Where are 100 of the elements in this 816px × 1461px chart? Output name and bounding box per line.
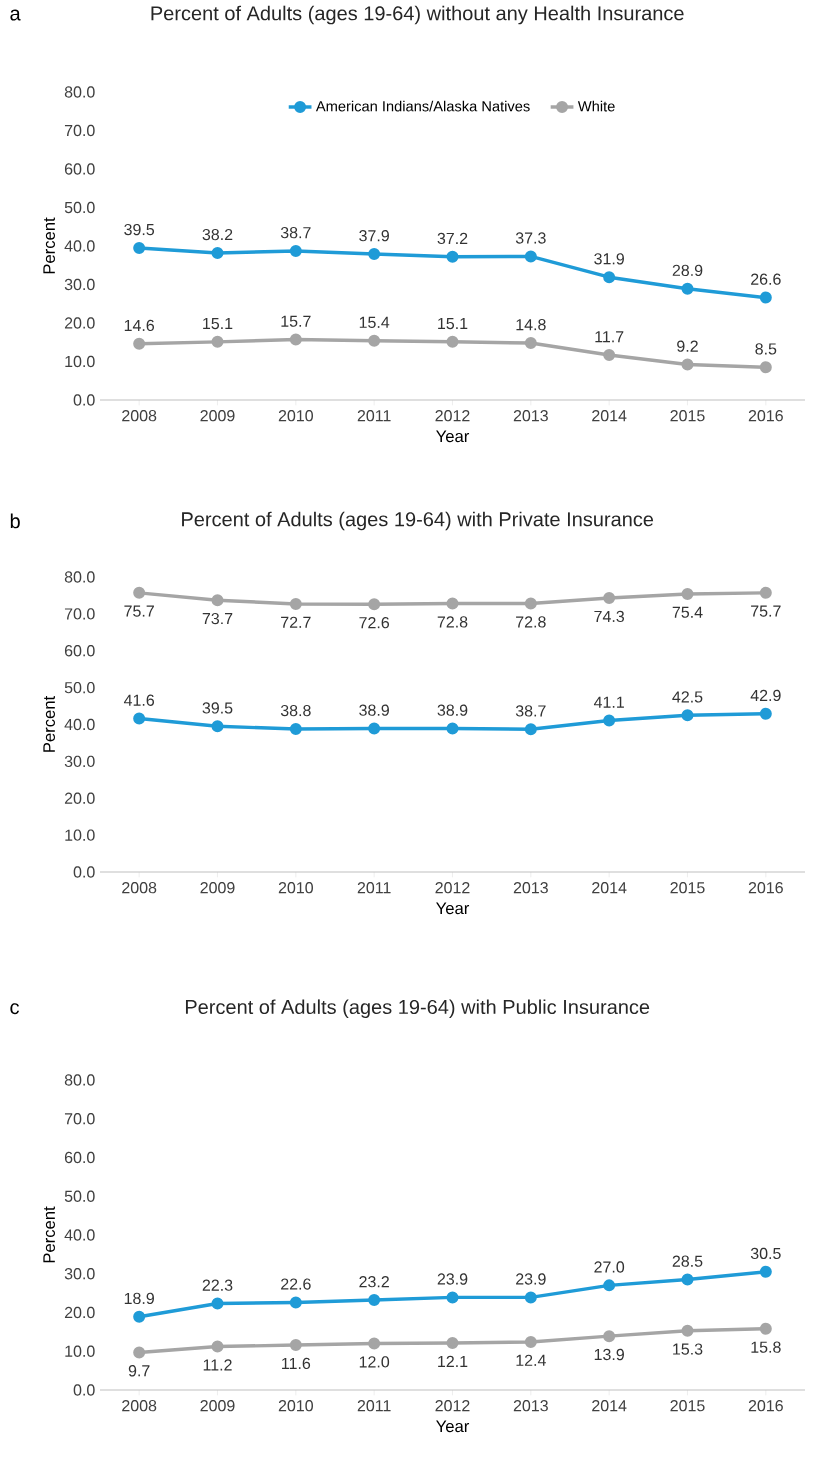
data-label: 12.0 bbox=[359, 1356, 390, 1368]
y-tick-label: 70.0 bbox=[64, 608, 95, 620]
y-tick-label: 80.0 bbox=[64, 571, 95, 583]
chart-title: Percent of Adults (ages 19-64) with Private Insurance bbox=[182, 511, 654, 531]
point bbox=[681, 587, 694, 600]
legend-label: American Indians/Alaska Natives bbox=[315, 100, 530, 112]
data-label: 15.4 bbox=[359, 316, 390, 328]
point bbox=[368, 334, 381, 347]
point bbox=[759, 1322, 772, 1335]
point bbox=[446, 1291, 459, 1304]
x-tick-label: 2016 bbox=[748, 1400, 783, 1412]
y-tick-label: 60.0 bbox=[64, 645, 95, 657]
point bbox=[524, 723, 537, 736]
data-label: 11.6 bbox=[282, 1357, 311, 1370]
data-label: 8.5 bbox=[755, 343, 777, 355]
data-label: 14.6 bbox=[124, 319, 155, 332]
data-label: 15.1 bbox=[203, 317, 233, 330]
x-tick-label: 2011 bbox=[357, 882, 391, 894]
point bbox=[368, 1294, 381, 1307]
y-tick-label: 80.0 bbox=[64, 86, 95, 98]
x-tick-label: 2009 bbox=[200, 882, 235, 894]
data-label: 15.3 bbox=[673, 1343, 703, 1355]
x-tick-label: 2009 bbox=[200, 1400, 235, 1412]
point bbox=[211, 335, 224, 348]
x-tick-label: 2010 bbox=[278, 1400, 313, 1412]
data-label: 13.9 bbox=[594, 1348, 624, 1361]
point bbox=[133, 586, 146, 599]
point bbox=[211, 246, 224, 259]
data-label: 39.5 bbox=[202, 702, 233, 714]
x-tick-label: 2012 bbox=[435, 1400, 470, 1412]
data-label: 15.8 bbox=[751, 1341, 781, 1353]
data-label: 15.1 bbox=[438, 317, 468, 330]
x-axis-title: Year bbox=[436, 430, 470, 443]
y-tick-label: 30.0 bbox=[64, 1268, 95, 1280]
point bbox=[446, 722, 459, 735]
x-tick-label: 2015 bbox=[670, 1400, 705, 1412]
y-axis-title: Percent bbox=[43, 1206, 55, 1263]
point bbox=[446, 250, 459, 263]
point bbox=[211, 720, 224, 733]
legend-label: White bbox=[577, 100, 615, 112]
data-label: 39.5 bbox=[124, 223, 155, 236]
y-tick-label: 10.0 bbox=[65, 829, 95, 841]
data-label: 22.3 bbox=[202, 1279, 233, 1291]
y-tick-label: 0.0 bbox=[73, 866, 95, 878]
data-label: 72.7 bbox=[281, 616, 311, 628]
x-axis-title: Year bbox=[436, 902, 470, 915]
data-label: 41.6 bbox=[123, 694, 155, 706]
point bbox=[603, 271, 616, 284]
y-tick-label: 50.0 bbox=[64, 681, 95, 694]
chart-title: Percent of Adults (ages 19-64) with Public Insurance bbox=[185, 999, 650, 1019]
data-label: 18.9 bbox=[124, 1292, 154, 1305]
x-tick-label: 2010 bbox=[278, 882, 313, 894]
data-label: 72.8 bbox=[437, 616, 468, 628]
x-tick-label: 2014 bbox=[592, 410, 627, 422]
y-tick-label: 40.0 bbox=[64, 240, 95, 252]
point bbox=[603, 348, 616, 361]
data-label: 41.1 bbox=[593, 696, 624, 708]
point bbox=[524, 250, 537, 263]
data-label: 38.9 bbox=[359, 704, 389, 716]
point bbox=[524, 597, 537, 610]
point bbox=[681, 709, 694, 722]
data-label: 38.7 bbox=[515, 705, 546, 717]
y-tick-label: 20.0 bbox=[64, 1306, 95, 1319]
x-tick-label: 2015 bbox=[670, 882, 705, 894]
data-label: 37.3 bbox=[515, 232, 546, 244]
point bbox=[759, 361, 772, 374]
data-label: 15.7 bbox=[281, 315, 311, 327]
x-tick-label: 2011 bbox=[357, 410, 391, 422]
point bbox=[524, 1291, 537, 1304]
data-label: 11.7 bbox=[595, 331, 624, 343]
data-label: 12.1 bbox=[438, 1355, 468, 1367]
data-label: 9.7 bbox=[128, 1365, 150, 1377]
data-label: 38.8 bbox=[280, 704, 311, 717]
y-tick-label: 70.0 bbox=[64, 124, 95, 137]
y-tick-label: 10.0 bbox=[65, 1345, 95, 1357]
point bbox=[368, 248, 381, 261]
data-label: 14.8 bbox=[516, 318, 546, 331]
data-label: 42.5 bbox=[672, 691, 703, 703]
point bbox=[289, 1339, 302, 1352]
x-tick-label: 2011 bbox=[357, 1400, 391, 1412]
point bbox=[681, 1273, 694, 1286]
point bbox=[603, 714, 616, 727]
data-label: 27.0 bbox=[594, 1261, 625, 1273]
data-label: 42.9 bbox=[750, 689, 781, 702]
point bbox=[446, 335, 459, 348]
x-tick-label: 2016 bbox=[748, 882, 783, 894]
x-tick-label: 2013 bbox=[513, 1400, 548, 1412]
y-tick-label: 30.0 bbox=[64, 755, 95, 768]
x-tick-label: 2008 bbox=[122, 882, 157, 894]
point bbox=[368, 1337, 381, 1350]
point bbox=[759, 586, 772, 599]
data-label: 31.9 bbox=[594, 253, 624, 265]
data-label: 75.4 bbox=[672, 606, 703, 618]
data-label: 72.6 bbox=[359, 617, 390, 629]
point bbox=[603, 592, 616, 605]
x-tick-label: 2012 bbox=[435, 410, 470, 422]
y-tick-label: 20.0 bbox=[64, 792, 95, 804]
x-tick-label: 2015 bbox=[670, 410, 705, 422]
y-tick-label: 0.0 bbox=[73, 1384, 95, 1396]
y-tick-label: 0.0 bbox=[73, 394, 95, 406]
